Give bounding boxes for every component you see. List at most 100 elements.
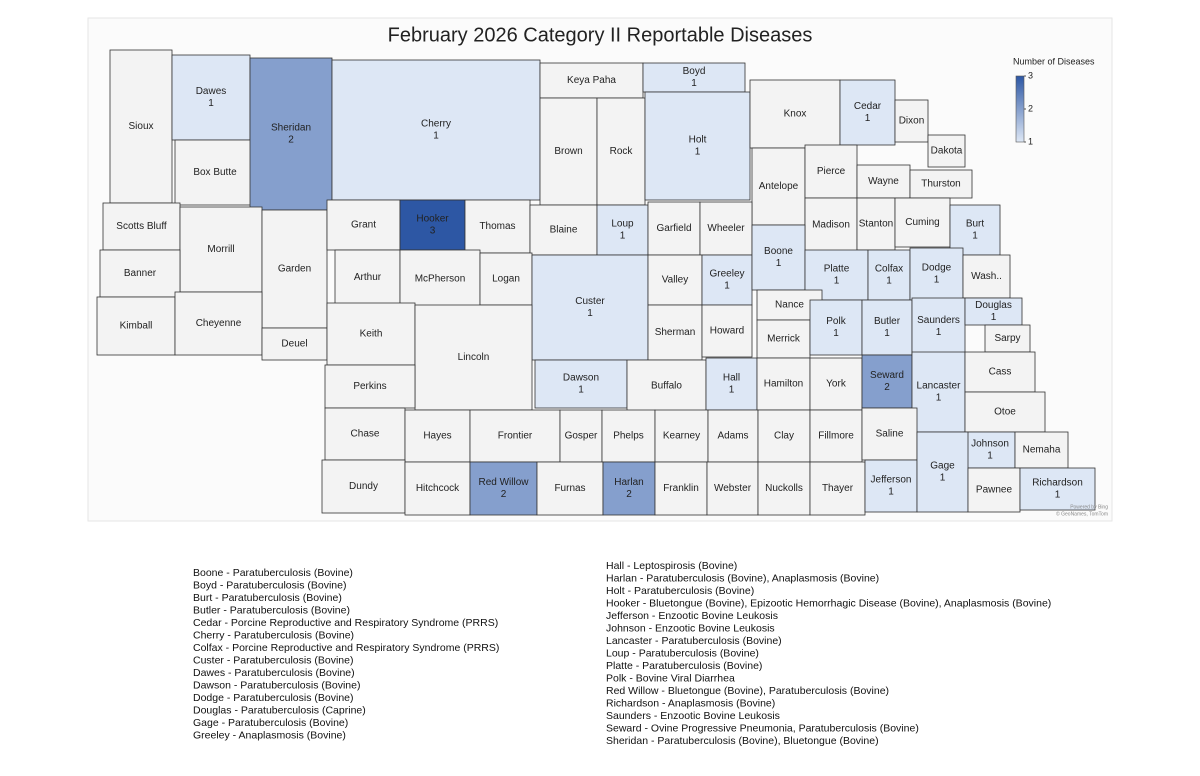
county	[261, 327, 328, 361]
county	[809, 461, 866, 516]
county-name: Grant	[351, 220, 376, 231]
county-name: Merrick	[767, 334, 801, 345]
county	[559, 409, 603, 463]
legend: 1 2 3	[1024, 70, 1033, 146]
county-name: Cuming	[905, 217, 939, 228]
county-name: Phelps	[613, 431, 644, 442]
county-value: 2	[288, 135, 294, 146]
county	[894, 99, 929, 143]
county-name: Thomas	[479, 221, 515, 232]
legend-tick-label: 2	[1028, 103, 1033, 113]
county-name: Brown	[554, 146, 582, 157]
county-name: Dixon	[899, 116, 925, 127]
disease-note: Cedar - Porcine Reproductive and Respira…	[193, 617, 498, 629]
county-value: 1	[972, 231, 978, 242]
county	[531, 254, 649, 361]
disease-note: Saunders - Enzootic Bovine Leukosis	[606, 710, 780, 722]
county	[927, 134, 966, 168]
county-name: Antelope	[759, 181, 799, 192]
disease-note: Johnson - Enzootic Bovine Leukosis	[606, 622, 775, 634]
county-name: Garfield	[656, 223, 691, 234]
county-name: Sarpy	[994, 333, 1020, 344]
county-name: Nance	[775, 300, 804, 311]
county-name: Buffalo	[651, 381, 682, 392]
county-value: 1	[936, 327, 942, 338]
legend-color-bar	[1015, 75, 1025, 143]
disease-note: Holt - Paratuberculosis (Bovine)	[606, 585, 754, 597]
county	[414, 304, 533, 411]
county	[539, 62, 644, 99]
county-name: Wheeler	[707, 223, 745, 234]
county-name: Holt	[689, 135, 707, 146]
county-name: Sherman	[655, 327, 696, 338]
county-name: Greeley	[709, 269, 744, 280]
county-name: Seward	[870, 370, 904, 381]
county-name: Boone	[764, 246, 793, 257]
county-name: Hall	[723, 373, 740, 384]
county-value: 1	[620, 231, 626, 242]
county-name: Kearney	[663, 431, 700, 442]
county	[331, 59, 541, 201]
county	[705, 357, 758, 411]
county	[839, 79, 896, 146]
county	[174, 291, 263, 356]
county-value: 1	[776, 258, 782, 269]
county	[964, 391, 1046, 433]
county	[809, 357, 863, 411]
county	[1019, 467, 1096, 511]
county-name: Butler	[874, 316, 901, 327]
county-name: Morrill	[207, 244, 234, 255]
county	[856, 197, 896, 251]
disease-note: Richardson - Anaplasmosis (Bovine)	[606, 697, 775, 709]
county-value: 1	[587, 308, 593, 319]
county-name: Stanton	[859, 219, 893, 230]
county-name: Kimball	[120, 321, 153, 332]
disease-note: Polk - Bovine Viral Diarrhea	[606, 672, 735, 684]
county	[909, 169, 973, 199]
county-name: Custer	[575, 296, 605, 307]
county-name: Loup	[611, 219, 634, 230]
county	[464, 199, 531, 254]
county-name: Lincoln	[458, 352, 490, 363]
county-name: Polk	[826, 316, 846, 327]
county-value: 1	[940, 473, 946, 484]
county-name: Deuel	[281, 339, 307, 350]
county-name: Scotts Bluff	[116, 221, 167, 232]
county-name: Howard	[710, 326, 744, 337]
county	[596, 97, 646, 206]
county-value: 1	[834, 276, 840, 287]
county-value: 1	[724, 281, 730, 292]
disease-note: Greeley - Anaplasmosis (Bovine)	[193, 729, 346, 741]
county	[399, 249, 481, 309]
disease-note: Burt - Paratuberculosis (Bovine)	[193, 592, 342, 604]
county-value: 2	[884, 382, 890, 393]
county	[864, 459, 918, 513]
county-name: Dawson	[563, 373, 599, 384]
county	[647, 254, 703, 306]
county	[326, 302, 416, 366]
disease-note: Red Willow - Bluetongue (Bovine), Paratu…	[606, 685, 889, 697]
county-name: Knox	[784, 109, 807, 120]
county-name: Adams	[717, 431, 748, 442]
county-value: 1	[886, 276, 892, 287]
county-name: Hitchcock	[416, 483, 460, 494]
county-name: Jefferson	[871, 475, 912, 486]
county-name: Webster	[714, 483, 752, 494]
county-name: Dawes	[196, 86, 227, 97]
county	[809, 409, 863, 463]
county-name: Nemaha	[1023, 445, 1061, 456]
county-name: Harlan	[614, 477, 643, 488]
county-name: Garden	[278, 264, 311, 275]
credit: Powered by Bing	[1070, 504, 1108, 510]
county-name: Dundy	[349, 481, 378, 492]
county	[856, 164, 911, 199]
county-value: 1	[1055, 490, 1061, 501]
county-name: McPherson	[415, 274, 466, 285]
county-value: 1	[695, 147, 701, 158]
county-name: Thurston	[921, 179, 960, 190]
county-name: Wash..	[971, 271, 1002, 282]
county-name: Otoe	[994, 407, 1016, 418]
county	[911, 297, 966, 356]
disease-note: Boone - Paratuberculosis (Bovine)	[193, 567, 353, 579]
